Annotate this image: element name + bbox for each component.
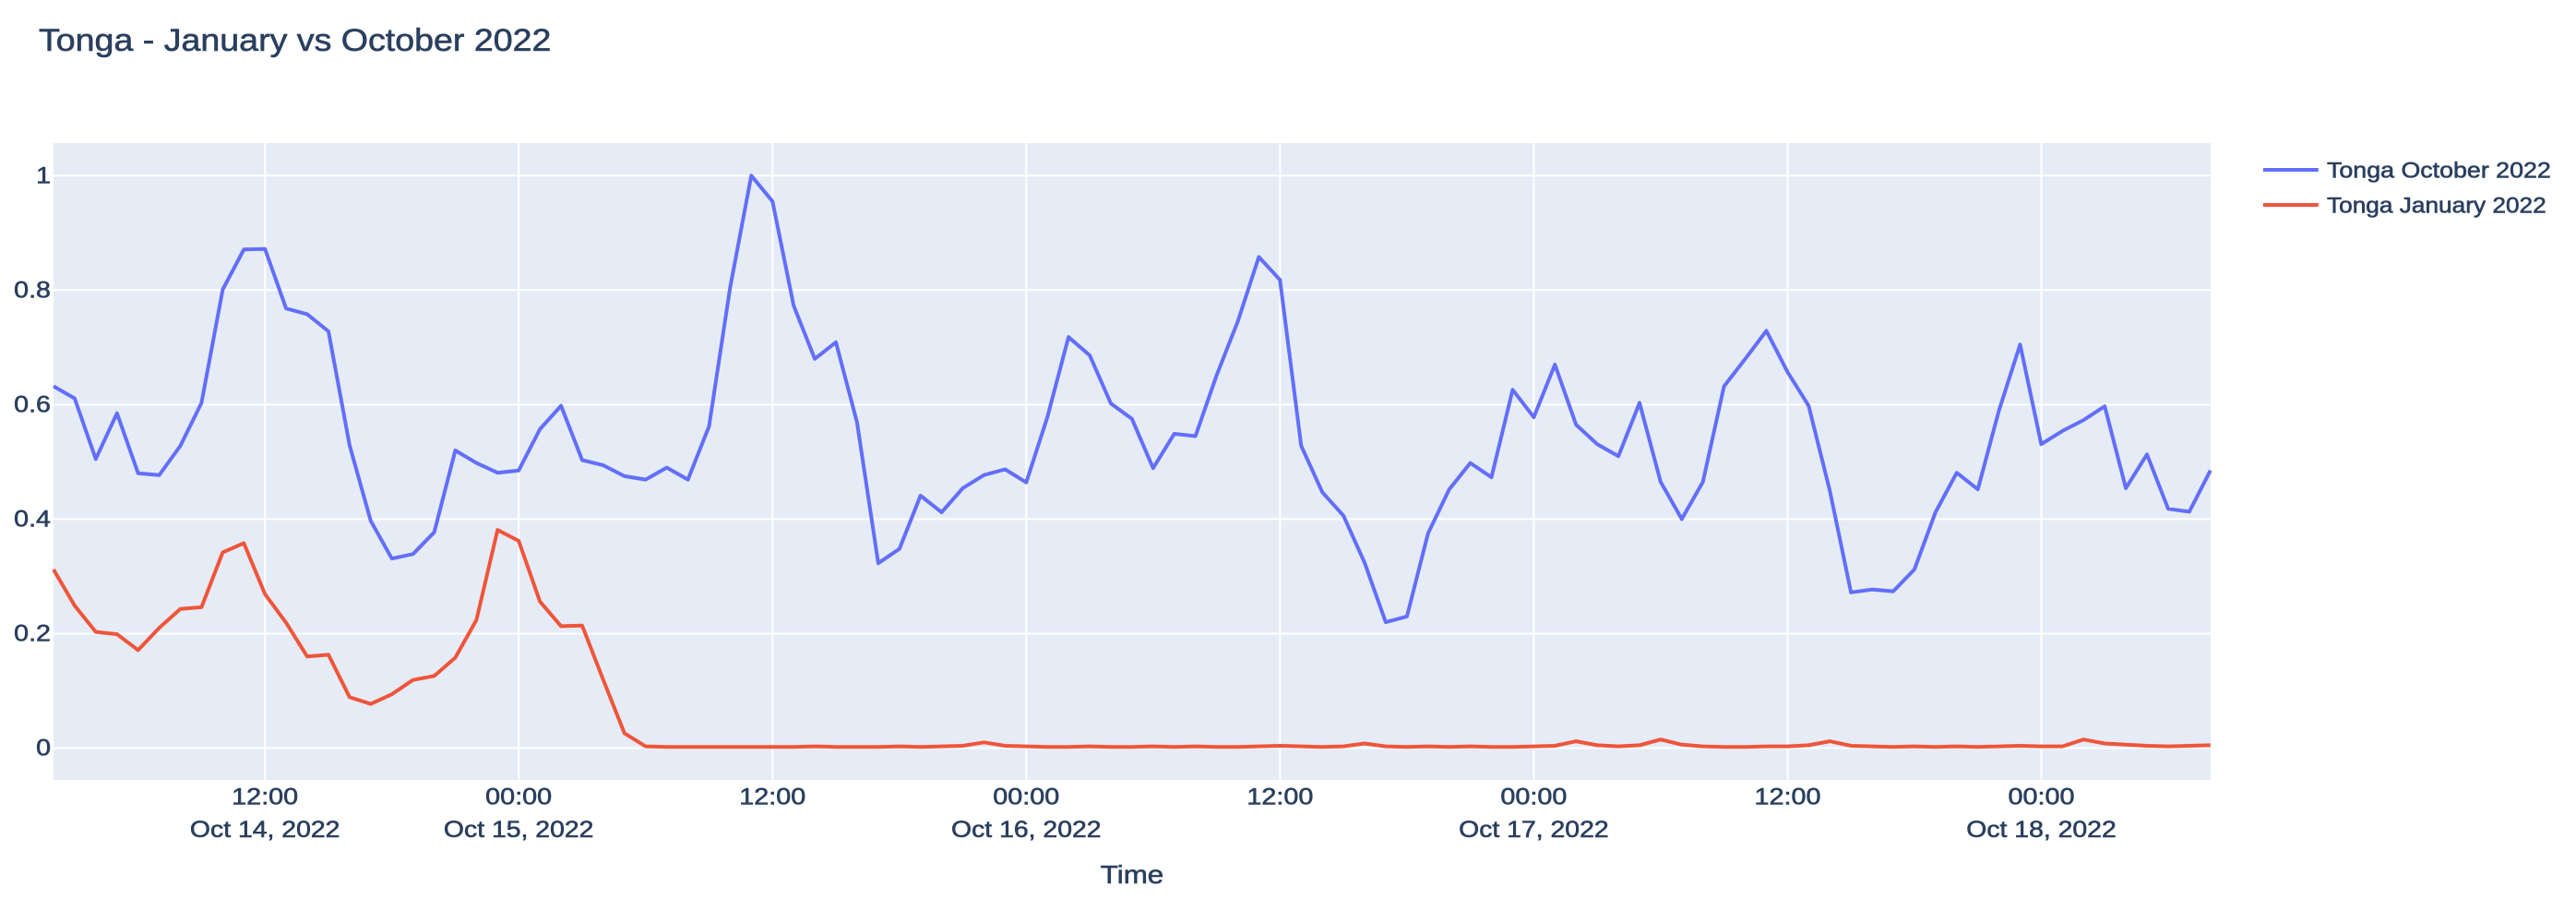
svg-text:Tonga October 2022: Tonga October 2022 bbox=[2327, 159, 2551, 184]
svg-text:Oct 14, 2022: Oct 14, 2022 bbox=[190, 817, 340, 843]
svg-text:12:00: 12:00 bbox=[1246, 784, 1313, 809]
svg-text:12:00: 12:00 bbox=[1755, 784, 1821, 809]
svg-text:12:00: 12:00 bbox=[739, 784, 805, 809]
svg-text:12:00: 12:00 bbox=[232, 784, 298, 809]
svg-text:00:00: 00:00 bbox=[2009, 784, 2075, 809]
svg-text:Oct 16, 2022: Oct 16, 2022 bbox=[951, 817, 1102, 843]
svg-text:00:00: 00:00 bbox=[1500, 784, 1567, 809]
svg-text:1: 1 bbox=[36, 162, 51, 188]
svg-text:00:00: 00:00 bbox=[993, 784, 1059, 809]
svg-text:Time: Time bbox=[1101, 860, 1164, 889]
svg-text:00:00: 00:00 bbox=[485, 784, 552, 809]
svg-text:Oct 17, 2022: Oct 17, 2022 bbox=[1459, 817, 1609, 843]
svg-text:0.2: 0.2 bbox=[14, 621, 51, 647]
svg-text:Tonga - January vs October 202: Tonga - January vs October 2022 bbox=[39, 23, 551, 58]
svg-text:0.6: 0.6 bbox=[14, 391, 51, 417]
svg-text:0.8: 0.8 bbox=[14, 277, 51, 303]
svg-text:Oct 18, 2022: Oct 18, 2022 bbox=[1966, 817, 2117, 843]
svg-text:Tonga January 2022: Tonga January 2022 bbox=[2327, 194, 2546, 219]
svg-text:0.4: 0.4 bbox=[14, 506, 51, 532]
svg-text:Oct 15, 2022: Oct 15, 2022 bbox=[444, 817, 594, 843]
svg-text:0: 0 bbox=[36, 736, 51, 761]
